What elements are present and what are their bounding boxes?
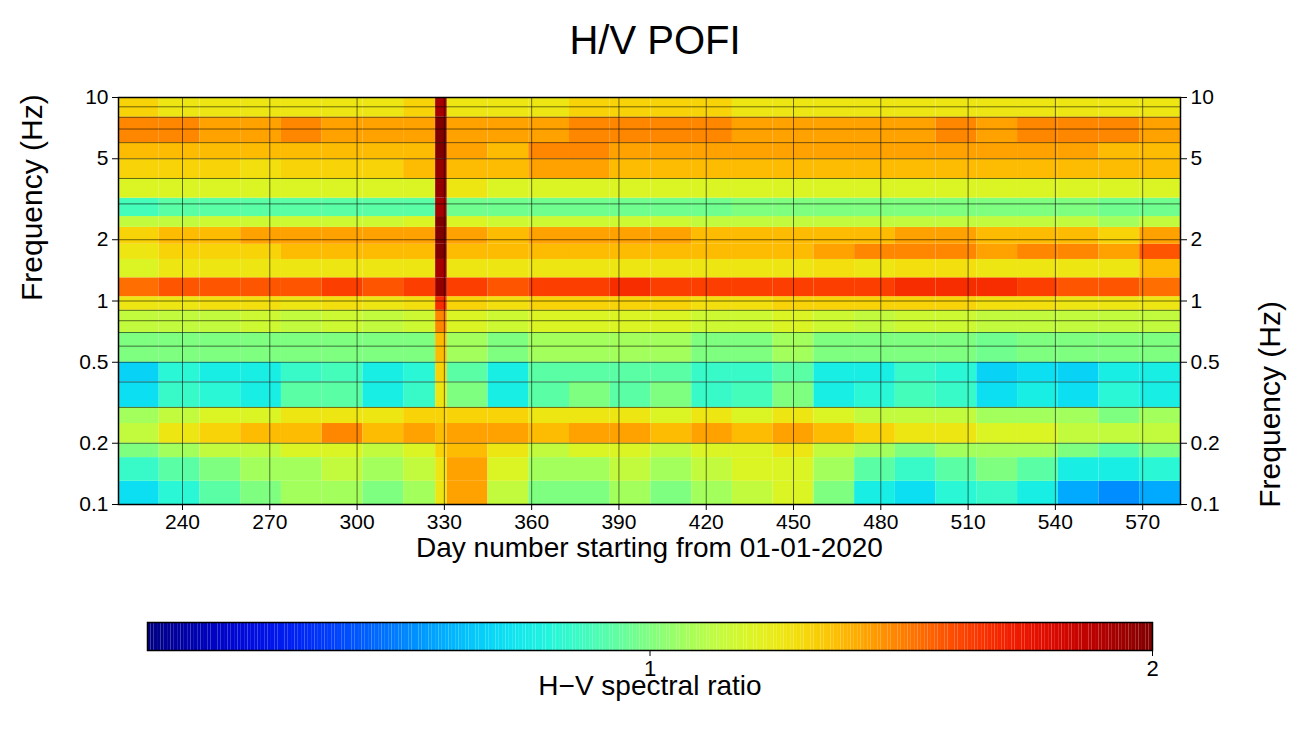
svg-text:480: 480 bbox=[863, 510, 898, 533]
svg-text:570: 570 bbox=[1125, 510, 1160, 533]
svg-text:0.5: 0.5 bbox=[1191, 350, 1220, 373]
svg-text:420: 420 bbox=[689, 510, 724, 533]
svg-text:Frequency (Hz): Frequency (Hz) bbox=[15, 94, 48, 301]
svg-text:10: 10 bbox=[85, 85, 108, 108]
svg-text:2: 2 bbox=[1146, 656, 1158, 681]
svg-text:0.2: 0.2 bbox=[79, 431, 108, 454]
svg-text:0.5: 0.5 bbox=[79, 350, 108, 373]
svg-text:510: 510 bbox=[951, 510, 986, 533]
svg-text:450: 450 bbox=[776, 510, 811, 533]
svg-text:5: 5 bbox=[1191, 146, 1203, 169]
svg-text:330: 330 bbox=[427, 510, 462, 533]
svg-text:270: 270 bbox=[252, 510, 287, 533]
svg-text:Frequency (Hz): Frequency (Hz) bbox=[1253, 301, 1286, 508]
svg-text:2: 2 bbox=[97, 227, 109, 250]
svg-text:Day number starting from 01-01: Day number starting from 01-01-2020 bbox=[416, 532, 883, 563]
html-text:H/V POFI: H/V POFI bbox=[569, 18, 741, 62]
svg-text:300: 300 bbox=[340, 510, 375, 533]
svg-text:1: 1 bbox=[1191, 289, 1203, 312]
svg-text:540: 540 bbox=[1038, 510, 1073, 533]
svg-text:2: 2 bbox=[1191, 227, 1203, 250]
svg-text:360: 360 bbox=[514, 510, 549, 533]
svg-text:0.1: 0.1 bbox=[79, 492, 108, 515]
svg-text:0.1: 0.1 bbox=[1191, 492, 1220, 515]
svg-text:0.2: 0.2 bbox=[1191, 431, 1220, 454]
svg-text:240: 240 bbox=[165, 510, 200, 533]
svg-text:10: 10 bbox=[1191, 85, 1214, 108]
svg-text:5: 5 bbox=[97, 146, 109, 169]
svg-text:H−V spectral ratio: H−V spectral ratio bbox=[538, 670, 761, 701]
svg-text:390: 390 bbox=[601, 510, 636, 533]
svg-text:1: 1 bbox=[97, 289, 109, 312]
